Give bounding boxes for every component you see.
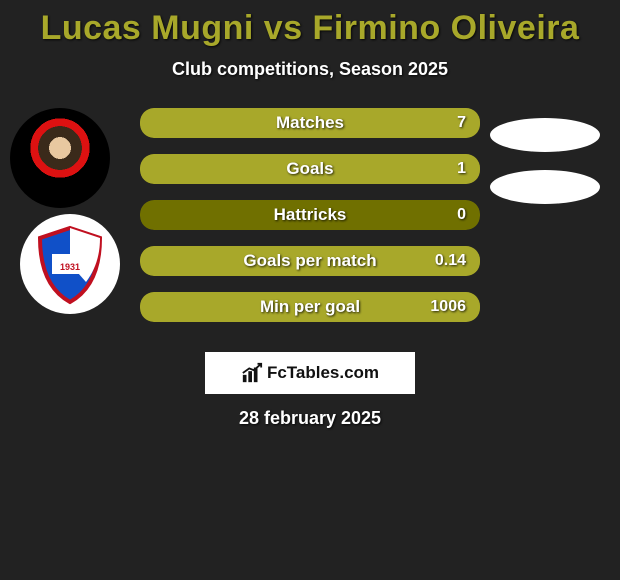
subtitle: Club competitions, Season 2025	[0, 59, 620, 80]
stat-value: 1006	[430, 292, 466, 322]
stat-label: Hattricks	[140, 200, 480, 230]
title-text: Lucas Mugni vs Firmino Oliveira	[41, 9, 580, 47]
stat-label: Goals	[140, 154, 480, 184]
page-title: Lucas Mugni vs Firmino Oliveira	[0, 0, 620, 47]
brand-text: FcTables.com	[267, 363, 379, 383]
opponent-blob-1	[490, 118, 600, 152]
stat-value: 0	[457, 200, 466, 230]
bar-growth-icon	[241, 362, 263, 384]
stat-row: Matches7	[140, 108, 480, 138]
stat-label: Goals per match	[140, 246, 480, 276]
stat-value: 7	[457, 108, 466, 138]
stat-rows: Matches7Goals1Hattricks0Goals per match0…	[140, 108, 480, 338]
stat-value: 1	[457, 154, 466, 184]
opponent-blob-2	[490, 170, 600, 204]
stat-row: Min per goal1006	[140, 292, 480, 322]
stat-row: Hattricks0	[140, 200, 480, 230]
club-badge-icon: 1931	[20, 214, 120, 314]
player1-avatar	[10, 108, 110, 208]
stat-label: Matches	[140, 108, 480, 138]
stat-label: Min per goal	[140, 292, 480, 322]
date-stamp: 28 february 2025	[0, 408, 620, 429]
brand-box: FcTables.com	[205, 352, 415, 394]
comparison-card: Lucas Mugni vs Firmino Oliveira Club com…	[0, 0, 620, 580]
stat-row: Goals per match0.14	[140, 246, 480, 276]
stat-value: 0.14	[435, 246, 466, 276]
svg-text:1931: 1931	[60, 262, 80, 272]
player2-avatar: 1931	[20, 214, 120, 314]
stat-row: Goals1	[140, 154, 480, 184]
